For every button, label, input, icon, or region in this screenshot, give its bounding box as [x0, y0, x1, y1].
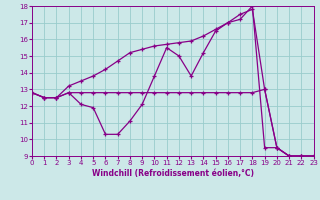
X-axis label: Windchill (Refroidissement éolien,°C): Windchill (Refroidissement éolien,°C): [92, 169, 254, 178]
